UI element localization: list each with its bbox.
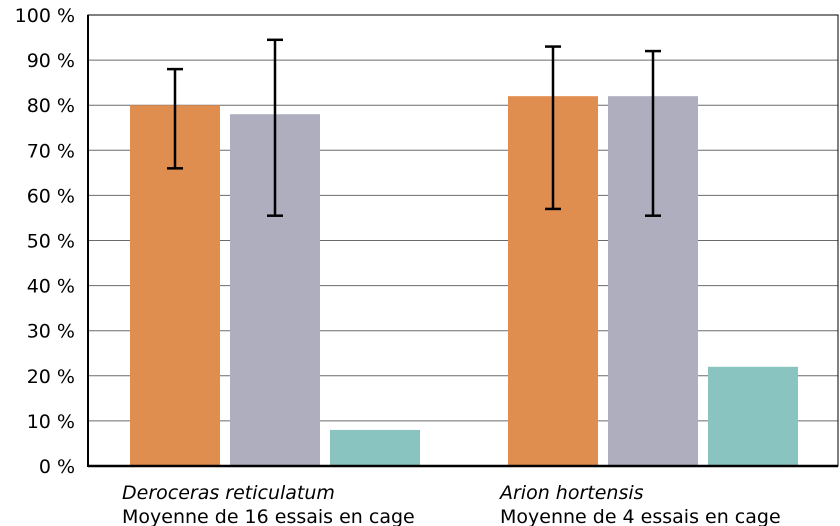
error-bar [167,67,183,170]
axes [87,14,839,468]
error-bars [167,38,661,217]
x-category-species: Arion hortensis [498,482,644,504]
y-tick-label: 10 % [27,411,75,433]
y-tick-labels: 0 % 10 % 20 % 30 % 40 % 50 % 60 % 70 % 80 % 90 % 1… [15,5,75,478]
bar [708,366,798,466]
y-tick-label: 30 % [27,321,75,343]
y-tick-label: 60 % [27,185,75,207]
y-tick-label: 40 % [27,276,75,298]
y-tick-label: 80 % [27,95,75,117]
y-tick-label: 90 % [27,50,75,72]
y-tick-label: 0 % [39,456,75,478]
y-tick-label: 100 % [15,5,75,27]
bar [330,429,420,466]
x-category-subtitle: Moyenne de 16 essais en cage [122,506,415,526]
y-tick-label: 70 % [27,140,75,162]
x-category-species: Deroceras reticulatum [122,482,335,504]
error-bar [267,38,283,217]
error-bar [545,45,561,211]
y-tick-label: 50 % [27,231,75,253]
x-category-subtitle: Moyenne de 4 essais en cage [500,506,781,526]
error-bar [645,49,661,217]
y-tick-label: 20 % [27,366,75,388]
bars [130,96,798,467]
